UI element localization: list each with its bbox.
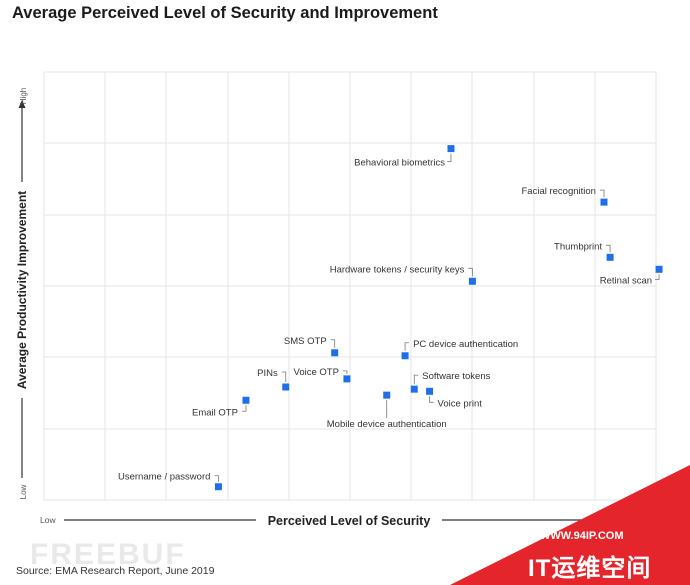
data-point-label: Voice OTP	[294, 367, 339, 378]
data-point-label: Software tokens	[422, 371, 490, 382]
data-point-label: Behavioral biometrics	[354, 158, 445, 169]
data-point-label: Voice print	[438, 398, 483, 409]
data-point	[401, 352, 409, 360]
data-point	[447, 145, 455, 153]
x-axis-label: Perceived Level of Security	[268, 514, 431, 528]
leader-line	[214, 475, 219, 482]
corner-url[interactable]: WWW.94IP.COM	[540, 530, 624, 542]
y-axis-arrow-icon	[18, 100, 26, 108]
x-axis: Low Perceived Level of Security	[40, 514, 640, 528]
leader-line	[342, 370, 348, 374]
data-point	[655, 265, 663, 273]
data-point	[383, 391, 391, 399]
data-point	[468, 277, 476, 285]
data-point	[426, 387, 434, 395]
data-point	[600, 198, 608, 206]
data-points: Behavioral biometrics Facial recognition T…	[118, 145, 663, 491]
leader-line	[606, 244, 611, 253]
data-point	[343, 375, 351, 383]
grid	[43, 71, 657, 501]
y-axis-label: Average Productivity Improvement	[15, 191, 29, 389]
leader-line	[655, 274, 660, 280]
corner-site-name: IT运维空间	[528, 555, 652, 582]
watermark: FREEBUF	[30, 538, 186, 571]
data-point	[282, 383, 290, 391]
leader-line	[468, 267, 473, 277]
data-point-label: Retinal scan	[600, 275, 652, 286]
y-high-label: High	[19, 88, 28, 104]
data-point	[214, 483, 222, 491]
data-point-label: Hardware tokens / security keys	[330, 264, 465, 275]
data-point	[331, 349, 339, 357]
data-point	[606, 253, 614, 261]
leader-line	[413, 374, 419, 385]
corner-banner	[450, 465, 690, 585]
chart-title: Average Perceived Level of Security and …	[12, 4, 438, 22]
data-point-label: Facial recognition	[522, 186, 596, 197]
leader-line	[429, 396, 434, 403]
data-point-label: Mobile device authentication	[327, 419, 447, 430]
y-low-label: Low	[19, 484, 28, 499]
leader-line	[446, 153, 452, 163]
data-point	[242, 396, 250, 404]
x-low-label: Low	[40, 515, 56, 525]
y-axis: Average Productivity Improvement High Low	[15, 88, 29, 500]
data-point-label: Email OTP	[192, 407, 238, 418]
leader-line	[241, 405, 247, 412]
data-point-label: Username / password	[118, 472, 210, 483]
data-point-label: PC device authentication	[413, 339, 518, 350]
data-point-label: PINs	[257, 368, 278, 379]
data-point-label: SMS OTP	[284, 336, 327, 347]
data-point	[410, 385, 418, 393]
leader-line	[599, 189, 605, 198]
corner-banner-shape	[450, 465, 690, 585]
data-point-label: Thumbprint	[554, 241, 602, 252]
source-note: Source: EMA Research Report, June 2019	[16, 565, 215, 577]
leader-line	[281, 371, 287, 383]
leader-line	[330, 339, 336, 348]
leader-line	[404, 342, 410, 351]
